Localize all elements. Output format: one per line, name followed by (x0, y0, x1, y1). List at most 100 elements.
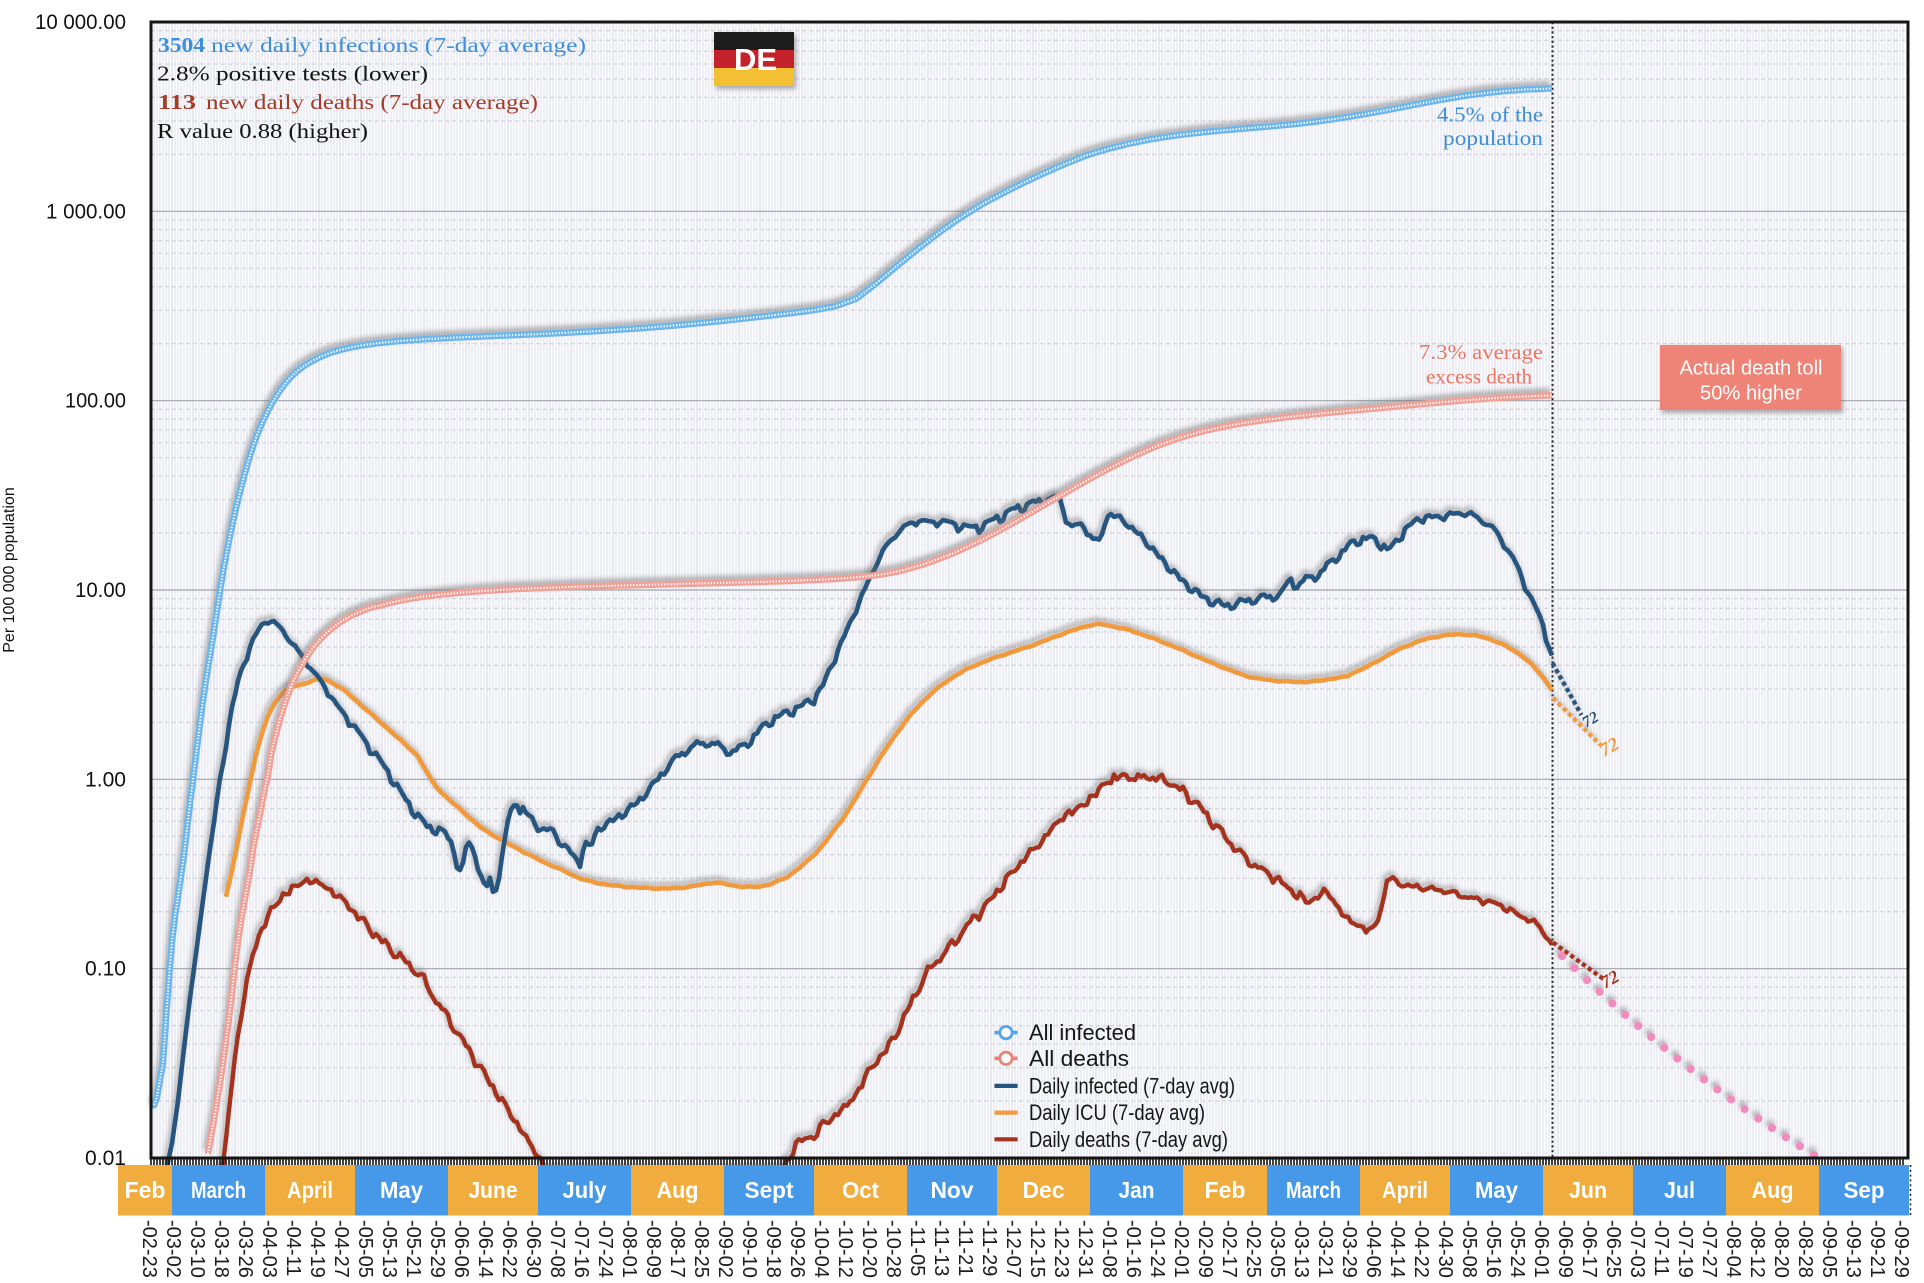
svg-text:-04-03: -04-03 (258, 1220, 280, 1278)
svg-text:-07-03: -07-03 (1626, 1220, 1648, 1278)
svg-text:-09-29: -09-29 (1890, 1220, 1912, 1278)
svg-text:-11-05: -11-05 (906, 1220, 928, 1276)
svg-text:-06-30: -06-30 (522, 1220, 544, 1278)
svg-text:-08-09: -08-09 (642, 1220, 664, 1278)
svg-text:-03-18: -03-18 (210, 1220, 232, 1278)
svg-text:-10-04: -10-04 (810, 1220, 832, 1278)
svg-text:-08-20: -08-20 (1770, 1220, 1792, 1278)
svg-text:0.01: 0.01 (85, 1146, 126, 1170)
svg-text:10.00: 10.00 (75, 578, 126, 602)
svg-text:-12-31: -12-31 (1074, 1220, 1096, 1278)
svg-text:50% higher: 50% higher (1700, 382, 1802, 405)
svg-text:-06-22: -06-22 (498, 1220, 520, 1278)
svg-text:-09-18: -09-18 (762, 1220, 784, 1278)
svg-text:-05-08: -05-08 (1458, 1220, 1480, 1278)
svg-text:-12-23: -12-23 (1050, 1220, 1072, 1278)
svg-text:-06-01: -06-01 (1530, 1220, 1552, 1278)
svg-text:March: March (191, 1177, 246, 1203)
svg-text:-08-25: -08-25 (690, 1220, 712, 1278)
svg-text:-07-19: -07-19 (1674, 1220, 1696, 1278)
svg-text:-06-17: -06-17 (1578, 1220, 1600, 1278)
svg-text:-03-10: -03-10 (186, 1220, 208, 1278)
svg-text:-08-12: -08-12 (1746, 1220, 1768, 1278)
svg-text:-01-16: -01-16 (1122, 1220, 1144, 1278)
svg-text:-02-25: -02-25 (1242, 1220, 1264, 1278)
svg-text:-04-06: -04-06 (1362, 1220, 1384, 1278)
svg-text:3504: 3504 (158, 33, 206, 57)
svg-text:-11-29: -11-29 (978, 1220, 1000, 1276)
svg-text:10 000.00: 10 000.00 (35, 10, 126, 34)
svg-text:7.3% average: 7.3% average (1419, 340, 1543, 364)
svg-text:-07-24: -07-24 (594, 1220, 616, 1278)
svg-text:-09-21: -09-21 (1866, 1220, 1888, 1278)
svg-text:Aug: Aug (657, 1177, 699, 1203)
svg-text:population: population (1443, 126, 1544, 150)
svg-text:excess death: excess death (1426, 365, 1532, 389)
svg-text:April: April (287, 1177, 333, 1203)
svg-text:Oct: Oct (842, 1177, 879, 1203)
svg-text:March: March (1286, 1177, 1341, 1203)
svg-text:DE: DE (734, 42, 777, 77)
svg-text:-03-13: -03-13 (1290, 1220, 1312, 1278)
svg-text:-06-25: -06-25 (1602, 1220, 1624, 1278)
svg-text:-08-01: -08-01 (618, 1220, 640, 1278)
svg-text:-02-17: -02-17 (1218, 1220, 1240, 1278)
svg-text:-11-21: -11-21 (954, 1220, 976, 1276)
svg-text:-04-14: -04-14 (1386, 1220, 1408, 1278)
svg-text:Aug: Aug (1752, 1177, 1794, 1203)
svg-text:June: June (469, 1177, 518, 1203)
svg-text:Daily infected (7-day avg): Daily infected (7-day avg) (1029, 1073, 1235, 1098)
svg-text:Dec: Dec (1023, 1177, 1065, 1203)
svg-text:May: May (1475, 1177, 1518, 1203)
svg-text:-07-11: -07-11 (1650, 1220, 1672, 1276)
svg-text:-03-26: -03-26 (234, 1220, 256, 1278)
svg-text:-02-01: -02-01 (1170, 1220, 1192, 1278)
svg-text:-07-08: -07-08 (546, 1220, 568, 1278)
svg-text:2.8% positive tests (lower): 2.8% positive tests (lower) (157, 62, 428, 86)
svg-text:Feb: Feb (125, 1177, 166, 1203)
svg-text:72: 72 (1580, 709, 1602, 732)
svg-text:Daily deaths (7-day avg): Daily deaths (7-day avg) (1029, 1127, 1228, 1152)
svg-text:1 000.00: 1 000.00 (46, 199, 126, 223)
svg-text:R value 0.88 (higher): R value 0.88 (higher) (157, 119, 368, 143)
svg-text:-07-27: -07-27 (1698, 1220, 1720, 1278)
svg-text:All infected: All infected (1029, 1020, 1136, 1045)
svg-text:100.00: 100.00 (65, 389, 126, 413)
svg-text:-02-09: -02-09 (1194, 1220, 1216, 1278)
svg-text:Jul: Jul (1664, 1177, 1695, 1203)
svg-text:-10-20: -10-20 (858, 1220, 880, 1278)
svg-text:-12-15: -12-15 (1026, 1220, 1048, 1278)
svg-text:-06-06: -06-06 (450, 1220, 472, 1278)
svg-text:Sep: Sep (1844, 1177, 1885, 1203)
svg-text:-09-05: -09-05 (1818, 1220, 1840, 1278)
svg-text:113: 113 (158, 90, 196, 114)
svg-text:-04-19: -04-19 (306, 1220, 328, 1278)
svg-text:-12-07: -12-07 (1002, 1220, 1024, 1278)
svg-text:1.00: 1.00 (85, 767, 126, 791)
svg-text:-04-27: -04-27 (330, 1220, 352, 1278)
svg-text:April: April (1382, 1177, 1428, 1203)
svg-text:-03-05: -03-05 (1266, 1220, 1288, 1278)
svg-text:-03-02: -03-02 (162, 1220, 184, 1278)
svg-text:-09-10: -09-10 (738, 1220, 760, 1278)
svg-text:-06-14: -06-14 (474, 1220, 496, 1278)
svg-text:-03-21: -03-21 (1314, 1220, 1336, 1278)
svg-text:new daily deaths (7-day averag: new daily deaths (7-day average) (206, 90, 538, 114)
svg-text:-08-17: -08-17 (666, 1220, 688, 1278)
svg-text:-10-28: -10-28 (882, 1220, 904, 1278)
svg-text:All deaths: All deaths (1029, 1046, 1129, 1071)
svg-text:-05-13: -05-13 (378, 1220, 400, 1278)
svg-text:-10-12: -10-12 (834, 1220, 856, 1278)
svg-text:Per 100 000 population: Per 100 000 population (1, 487, 18, 652)
svg-text:Jan: Jan (1119, 1177, 1155, 1203)
svg-text:-04-11: -04-11 (282, 1220, 304, 1276)
svg-text:-01-24: -01-24 (1146, 1220, 1168, 1278)
svg-text:-08-28: -08-28 (1794, 1220, 1816, 1278)
svg-text:-08-04: -08-04 (1722, 1220, 1744, 1278)
svg-text:4.5% of the: 4.5% of the (1437, 103, 1543, 127)
svg-text:0.10: 0.10 (85, 957, 126, 981)
svg-text:Actual death toll: Actual death toll (1680, 357, 1823, 380)
svg-text:July: July (563, 1177, 607, 1203)
svg-text:-04-30: -04-30 (1434, 1220, 1456, 1278)
svg-text:-03-29: -03-29 (1338, 1220, 1360, 1278)
